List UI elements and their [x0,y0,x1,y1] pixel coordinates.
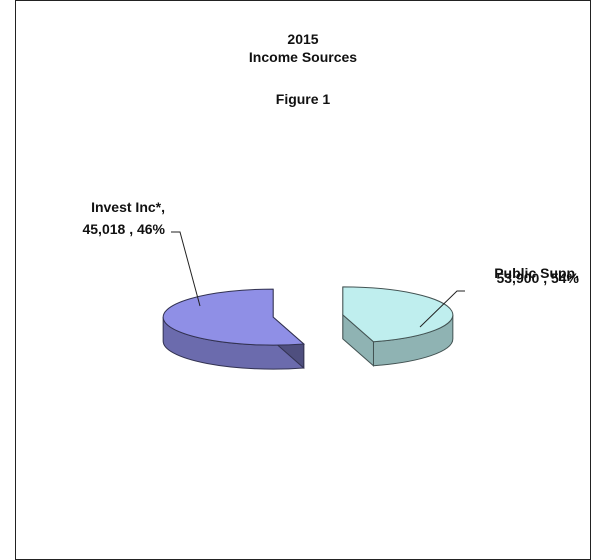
data-label-value-0: 45,018 , 46% [82,221,165,237]
pie-slice-top-1 [162,288,305,346]
leader-line-1 [419,290,465,328]
pie-slice-1 [162,288,305,370]
chart-title: 2015 [287,31,319,47]
pie-slice-top-0 [342,286,454,343]
data-label-category-0: Invest Inc*, [91,199,165,215]
pie-slice-0 [342,286,454,367]
chart-frame [15,0,591,560]
leader-line-0 [171,231,201,307]
figure-caption: Figure 1 [275,91,331,107]
chart-subtitle: Income Sources [248,49,358,65]
data-label-value-1: 53,900 , 54% [496,270,579,286]
data-label-category-1: Public Supp, [494,265,579,281]
